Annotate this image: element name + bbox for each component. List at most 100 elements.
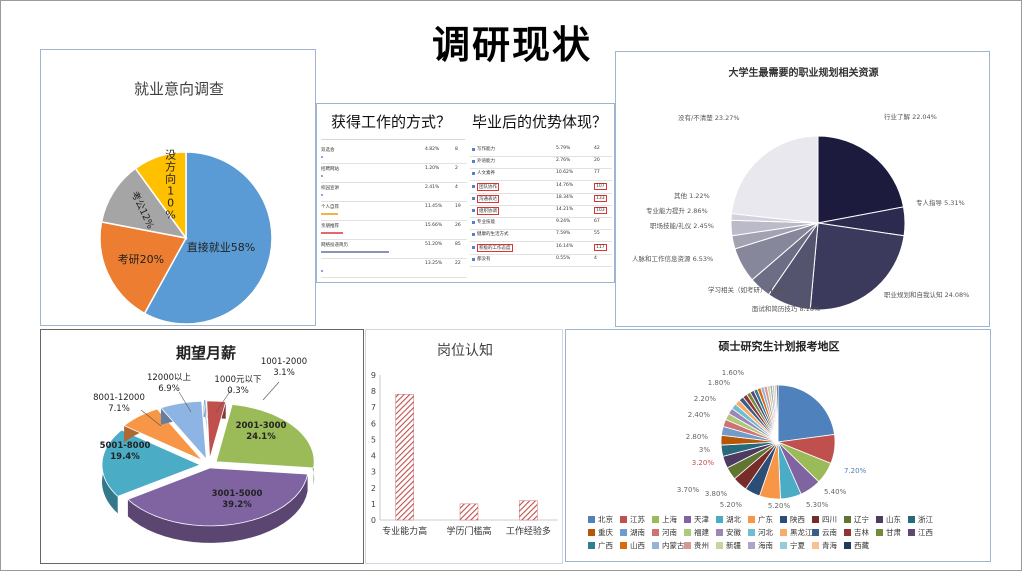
legend-swatch [844, 542, 851, 549]
salary-slice-label-1: 2001-3000 [236, 421, 287, 431]
employment-slice-label-0: 直接就业58% [187, 240, 255, 254]
legend-swatch [716, 516, 723, 523]
row-name: 个人自荐 [321, 205, 339, 210]
legend-swatch [716, 529, 723, 536]
legend-swatch [812, 542, 819, 549]
legend-swatch [652, 516, 659, 523]
legend-label: 四川 [822, 515, 837, 524]
region-slice-label-13: 1.60% [722, 369, 745, 377]
salary-slice-label-6: 1000元以下 [214, 375, 262, 385]
region-slice-label-10: 2.40% [688, 411, 711, 419]
legend-item: 贵州 [684, 540, 709, 551]
row-pct: 1.20% [425, 166, 440, 171]
career-resources-panel: 大学生最需要的职业规划相关资源 行业了解 22.04% 专人指导 5.31% 职业规… [615, 51, 990, 327]
legend-swatch [780, 516, 787, 523]
job-methods-row: 招聘网站 1.20% 2 [321, 166, 467, 183]
row-pct: 2.76% [556, 158, 571, 164]
y-tick-label: 4 [371, 452, 376, 461]
row-name: 健康的生活方式 [477, 232, 509, 238]
job-cognition-panel: 岗位认知 0 1 2 3 4 5 6 7 8 9 专业能力高 学历门槛高 工作经验多 [365, 329, 563, 564]
salary-slice-label-0: 1001-2000 [261, 357, 307, 367]
legend-swatch [812, 516, 819, 523]
row-name: 专业技能 [477, 220, 495, 226]
legend-label: 江苏 [630, 515, 645, 524]
legend-item: 江苏 [620, 514, 645, 525]
row-count: 42 [594, 146, 600, 151]
row-bar [321, 175, 323, 177]
career-slice-label-2: 职业规划和自我认知 24.08% [884, 290, 969, 299]
legend-label: 新疆 [726, 541, 741, 550]
y-tick-label: 7 [371, 403, 376, 412]
row-count: 26 [455, 223, 461, 228]
legend-swatch [684, 529, 691, 536]
career-resources-title: 大学生最需要的职业规划相关资源 [728, 68, 879, 79]
row-pct: 4.82% [425, 147, 440, 152]
salary-slice-label-4: 8001-12000 [93, 393, 145, 403]
career-slice-label-3: 面试和简历技巧 8.16% [752, 304, 820, 313]
x-tick-label: 学历门槛高 [446, 525, 491, 537]
legend-item: 安徽 [716, 527, 741, 538]
legend-label: 内蒙古 [662, 541, 685, 550]
legend-label: 黑龙江 [790, 528, 813, 537]
legend-label: 天津 [694, 515, 709, 524]
legend-label: 浙江 [918, 515, 933, 524]
legend-label: 重庆 [598, 528, 613, 537]
legend-item: 河北 [748, 527, 773, 538]
career-slice-0 [817, 135, 905, 224]
y-tick-label: 3 [371, 468, 376, 477]
region-slice-label-1: 5.40% [824, 488, 847, 496]
row-pct: 7.59% [556, 231, 571, 237]
legend-item: 辽宁 [844, 514, 869, 525]
employment-slice-label-3: 没方向 1 0% [165, 149, 176, 222]
employment-slice-label-1: 考研20% [118, 253, 164, 266]
legend-swatch [620, 529, 627, 536]
postgrad-regions-panel: 硕士研究生计划报考地区 7.20% 5.40% 5.30% 5.20% 5.20% 3.8… [565, 329, 991, 562]
row-count: 22 [455, 261, 461, 266]
row-name: 积极的工作态度 [477, 243, 513, 252]
job-methods-title: 获得工作的方式？ [331, 113, 452, 131]
row-count: 107 [594, 182, 607, 190]
row-marker [472, 148, 475, 151]
legend-swatch [652, 529, 659, 536]
legend-item: 黑龙江 [780, 527, 813, 538]
employment-slice-0 [143, 151, 273, 325]
row-name: 都没有 [477, 256, 491, 262]
legend-item: 山东 [876, 514, 901, 525]
salary-slice-4 [123, 408, 203, 461]
row-marker [472, 160, 475, 164]
employment-slice-1 [99, 221, 188, 315]
row-pct: 10.62% [556, 170, 574, 176]
region-slice-label-11: 2.20% [694, 395, 717, 403]
legend-label: 河北 [758, 528, 773, 537]
job-methods-header-rule [321, 139, 465, 141]
salary-slice-2 [127, 467, 309, 543]
row-bar [321, 194, 323, 196]
employment-slice-2 [100, 167, 188, 240]
graduate-advantages-row: 专业技能 9.24% 67 [470, 219, 612, 231]
row-pct: 11.45% [425, 204, 443, 209]
row-name: 组织协调 [477, 207, 499, 215]
legend-item: 内蒙古 [652, 540, 685, 551]
row-pct: 16.14% [556, 243, 574, 249]
legend-item: 甘肃 [876, 527, 901, 538]
legend-label: 安徽 [726, 528, 741, 537]
postgrad-regions-pie: 7.20% 5.40% 5.30% 5.20% 5.20% 3.80% 3.70% 3.20%… [677, 369, 867, 510]
job-methods-panel: 获得工作的方式？ 毕业后的优势体现？ 双选会 4.82% 8 招聘网站 1.20% 2 校园… [316, 103, 615, 283]
row-marker [472, 172, 475, 176]
career-slice-label-6: 职场技能/礼仪 2.45% [650, 221, 714, 230]
y-tick-label: 5 [371, 435, 376, 444]
career-slice-label-5: 人脉和工作信息资源 6.53% [632, 254, 713, 263]
legend-swatch [716, 542, 723, 549]
legend-item: 四川 [812, 514, 837, 525]
row-marker [472, 184, 475, 188]
graduate-advantages-row: 外语能力 2.76% 20 [470, 158, 612, 170]
row-name: 人文素养 [477, 171, 495, 177]
region-slice-label-5: 3.80% [705, 490, 728, 498]
graduate-advantages-row: 积极的工作态度 16.14% 117 [470, 243, 612, 255]
expected-salary-title: 期望月薪 [175, 344, 236, 362]
legend-item: 新疆 [716, 540, 741, 551]
row-count: 19 [455, 204, 461, 209]
region-slice-label-9: 2.80% [686, 433, 709, 441]
legend-item: 海南 [748, 540, 773, 551]
legend-item: 山西 [620, 540, 645, 551]
